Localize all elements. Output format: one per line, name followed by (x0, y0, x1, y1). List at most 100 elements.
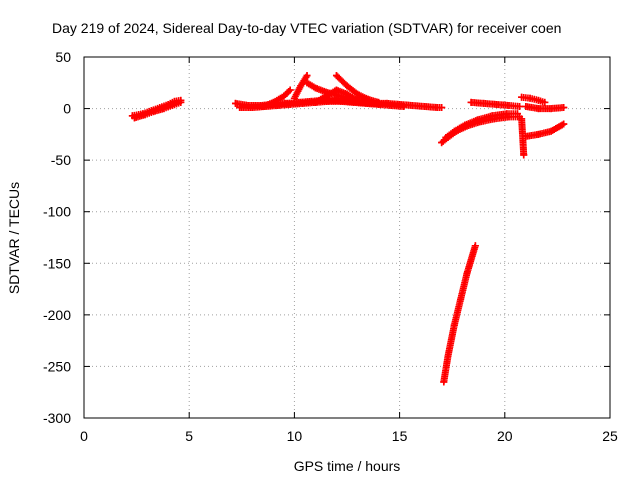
axis-ticks (83, 56, 611, 419)
data-point (343, 90, 351, 98)
y-tick-label: 0 (63, 101, 71, 117)
data-point (444, 352, 452, 360)
data-point (236, 104, 244, 112)
data-point (518, 115, 526, 123)
data-point (541, 98, 549, 106)
data-point (438, 139, 446, 147)
y-tick-label: -200 (43, 307, 71, 323)
data-points (128, 72, 568, 386)
data-point (269, 98, 277, 106)
data-point (343, 82, 351, 90)
data-point (450, 321, 458, 329)
data-point (364, 95, 372, 103)
series-13-markers (518, 93, 549, 106)
data-point (442, 133, 450, 141)
data-point (160, 105, 168, 113)
data-point (177, 98, 185, 106)
data-point (303, 72, 311, 80)
series-1-markers (130, 98, 185, 122)
x-tick-labels: 0 5 10 15 20 25 (80, 428, 618, 444)
data-point (354, 96, 362, 104)
data-point (332, 72, 340, 80)
data-point (516, 103, 524, 111)
series-15 (518, 115, 528, 159)
data-point (141, 111, 149, 119)
y-tick-label: -50 (51, 152, 71, 168)
series-7 (332, 72, 383, 106)
data-point (503, 110, 511, 118)
data-point (522, 103, 530, 111)
data-point (375, 98, 383, 106)
data-point (311, 84, 319, 92)
x-tick-label: 15 (392, 428, 408, 444)
y-tick-label: -250 (43, 358, 71, 374)
data-point (231, 99, 239, 107)
data-point (440, 378, 448, 386)
data-point (471, 242, 479, 250)
data-point (513, 110, 521, 118)
series-13 (518, 93, 549, 106)
data-point (480, 99, 488, 107)
data-point (526, 94, 534, 102)
data-point (518, 93, 526, 101)
x-tick-label: 0 (80, 428, 88, 444)
data-point (534, 96, 542, 104)
series-4 (259, 86, 294, 111)
data-point (280, 92, 288, 100)
data-point (149, 108, 157, 116)
series-11-markers (440, 242, 479, 386)
data-point (547, 105, 555, 113)
data-point (303, 79, 311, 87)
data-point (488, 112, 496, 120)
data-point (457, 295, 465, 303)
data-point (438, 104, 446, 112)
series-12 (467, 98, 524, 111)
x-tick-label: 25 (602, 428, 618, 444)
plot-frame (83, 56, 611, 419)
series-5 (290, 72, 311, 102)
series-14 (522, 103, 568, 113)
data-point (560, 104, 568, 112)
data-point (130, 114, 138, 122)
data-point (286, 100, 294, 108)
data-point (259, 103, 267, 111)
data-point (450, 127, 458, 135)
y-tick-label: 50 (55, 49, 71, 65)
data-point (400, 103, 408, 111)
y-tick-labels: 50 0 -50 -100 -150 -200 -250 -300 (43, 49, 71, 426)
data-point (473, 116, 481, 124)
x-axis-label: GPS time / hours (294, 458, 401, 474)
data-point (354, 90, 362, 98)
x-tick-label: 10 (287, 428, 303, 444)
data-point (168, 101, 176, 109)
data-point (522, 132, 530, 140)
series-11 (440, 242, 479, 386)
data-point (286, 86, 294, 94)
data-point (297, 82, 305, 90)
data-point (520, 151, 528, 159)
y-tick-label: -100 (43, 204, 71, 220)
y-axis-label: SDTVAR / TECUs (6, 182, 22, 294)
data-point (560, 120, 568, 128)
data-point (322, 92, 330, 100)
series-10 (442, 110, 521, 141)
chart-title: Day 219 of 2024, Sidereal Day-to-day VTE… (52, 20, 561, 36)
data-point (332, 86, 340, 94)
series-1 (130, 98, 185, 122)
data-point (387, 101, 395, 109)
data-point (299, 99, 307, 107)
data-point (534, 130, 542, 138)
data-point (461, 121, 469, 129)
data-point (421, 103, 429, 111)
data-point (408, 101, 416, 109)
data-point (534, 105, 542, 113)
data-point (311, 98, 319, 106)
data-point (463, 270, 471, 278)
x-tick-label: 5 (185, 428, 193, 444)
data-point (505, 101, 513, 109)
data-point (492, 100, 500, 108)
data-point (547, 127, 555, 135)
series-8 (311, 86, 362, 106)
data-point (248, 104, 256, 112)
